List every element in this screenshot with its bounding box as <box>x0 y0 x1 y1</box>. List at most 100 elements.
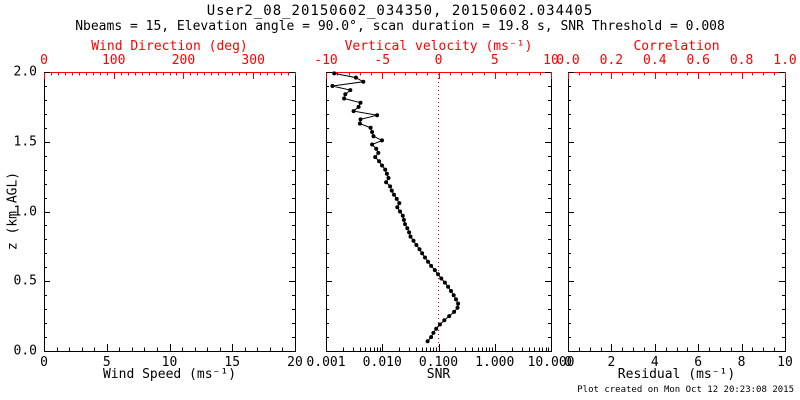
snr-panel-top-tick-label: 10 <box>543 53 559 68</box>
residual-panel-top-tick-label: 1.0 <box>773 53 797 68</box>
plot-subtitle: Nbeams = 15, Elevation angle = 90.0°, sc… <box>75 19 725 34</box>
data-point-marker <box>398 209 402 214</box>
data-point-marker <box>437 322 442 327</box>
data-point-marker <box>386 176 391 180</box>
residual-panel-top-tick-label: 0.0 <box>556 53 580 68</box>
height-tick-label: 0.5 <box>13 273 37 289</box>
residual-panel-x-tick-label: 6 <box>694 355 703 370</box>
data-point-marker <box>414 243 419 247</box>
data-point-marker <box>389 188 394 193</box>
wind-speed-panel-top-tick-label: 100 <box>101 53 126 68</box>
wind-speed-panel-frame <box>44 72 296 352</box>
height-tick-label: 2.0 <box>13 64 37 80</box>
data-point-marker <box>376 150 381 155</box>
snr-panel-y-ticks <box>326 72 551 352</box>
data-point-marker <box>436 272 440 277</box>
data-point-marker <box>449 289 453 293</box>
wind-speed-panel-bottom-ticks <box>44 344 296 351</box>
height-tick-label: 1.0 <box>13 204 37 219</box>
wind-speed-panel-y-ticks <box>44 72 295 352</box>
height-tick-label: 0.0 <box>13 343 37 359</box>
data-point-marker <box>375 113 380 118</box>
correlation-axis-title: Correlation <box>633 39 720 54</box>
data-point-marker <box>442 318 447 323</box>
height-tick-label: 1.5 <box>13 134 37 150</box>
data-point-marker <box>353 75 358 80</box>
data-point-marker <box>332 71 337 76</box>
residual-panel-x-tick-label: 10 <box>777 355 793 370</box>
data-point-marker <box>358 117 363 122</box>
wind-speed-panel-x-tick-label: 10 <box>161 355 178 370</box>
data-point-marker <box>401 217 406 222</box>
data-point-marker <box>330 84 335 88</box>
residual-panel-x-tick-label: 0 <box>564 355 572 370</box>
snr-panel-top-tick-label: -10 <box>314 53 338 68</box>
data-point-marker <box>407 230 412 235</box>
data-point-marker <box>371 134 376 139</box>
data-point-marker <box>351 109 356 114</box>
wind-speed-panel-top-tick-label: 0 <box>40 53 48 68</box>
data-point-marker <box>358 100 363 105</box>
data-point-marker <box>447 314 452 319</box>
data-point-marker <box>348 88 353 93</box>
wind-speed-panel-top-tick-label: 300 <box>241 53 265 68</box>
data-point-marker <box>426 259 430 264</box>
data-point-marker <box>392 192 396 197</box>
snr-axis-title: SNR <box>426 367 451 382</box>
data-point-marker <box>374 146 379 151</box>
residual-panel-top-tick-label: 0.2 <box>599 53 624 68</box>
snr-profile-line <box>332 72 459 342</box>
data-point-marker <box>456 301 461 306</box>
residual-panel-x-tick-label: 2 <box>607 355 616 370</box>
data-point-marker <box>343 92 348 97</box>
residual-panel-y-ticks <box>568 72 785 352</box>
data-point-marker <box>420 251 425 256</box>
data-point-marker <box>403 222 407 227</box>
snr-panel-x-tick-label: 10.000 <box>527 355 575 370</box>
data-point-marker <box>452 309 457 314</box>
wind-speed-panel-top-ticks <box>44 72 296 79</box>
data-point-marker <box>394 196 399 201</box>
data-point-marker <box>356 104 361 109</box>
plot-created-timestamp: Plot created on Mon Oct 12 20:23:08 2015 <box>577 385 794 395</box>
wind-speed-axis-title: Wind Speed (ms⁻¹) <box>102 367 237 382</box>
data-point-marker <box>368 125 373 130</box>
data-point-marker <box>377 159 382 164</box>
snr-panel-x-tick-label: 0.001 <box>306 355 346 370</box>
residual-panel-bottom-ticks <box>568 344 786 351</box>
data-point-marker <box>370 142 375 147</box>
data-point-marker <box>384 180 389 185</box>
data-point-marker <box>454 297 458 302</box>
residual-panel-top-tick-label: 0.6 <box>686 53 710 68</box>
snr-profile-points <box>330 71 461 344</box>
snr-panel-top-tick-label: 0 <box>434 53 443 68</box>
data-point-marker <box>383 167 388 172</box>
wind-speed-panel-top-tick-label: 200 <box>171 53 196 68</box>
data-point-marker <box>373 155 378 160</box>
snr-panel-top-tick-label: -5 <box>374 53 391 68</box>
data-point-marker <box>429 335 434 340</box>
data-point-marker <box>446 284 451 289</box>
plot-title: User2_08_20150602_034350, 20150602.03440… <box>206 3 594 19</box>
data-point-marker <box>405 226 410 231</box>
data-point-marker <box>411 238 416 243</box>
snr-panel-x-tick-label: 0.100 <box>418 355 459 370</box>
snr-panel-bottom-ticks <box>326 344 552 351</box>
data-point-marker <box>439 276 444 281</box>
data-point-marker <box>370 130 375 134</box>
residual-panel-top-tick-label: 0.4 <box>643 53 667 68</box>
data-point-marker <box>442 280 447 285</box>
data-point-marker <box>342 96 347 101</box>
data-point-marker <box>357 121 362 126</box>
data-point-marker <box>380 138 384 143</box>
snr-panel-top-ticks <box>326 72 552 79</box>
data-point-marker <box>431 330 436 335</box>
residual-axis-title: Residual (ms⁻¹) <box>617 367 736 382</box>
data-point-marker <box>429 263 434 268</box>
data-point-marker <box>434 326 439 331</box>
data-point-marker <box>384 171 389 176</box>
residual-panel-top-tick-label: 0.8 <box>729 53 754 68</box>
data-point-marker <box>400 213 405 218</box>
snr-panel-top-tick-label: 5 <box>490 53 499 68</box>
